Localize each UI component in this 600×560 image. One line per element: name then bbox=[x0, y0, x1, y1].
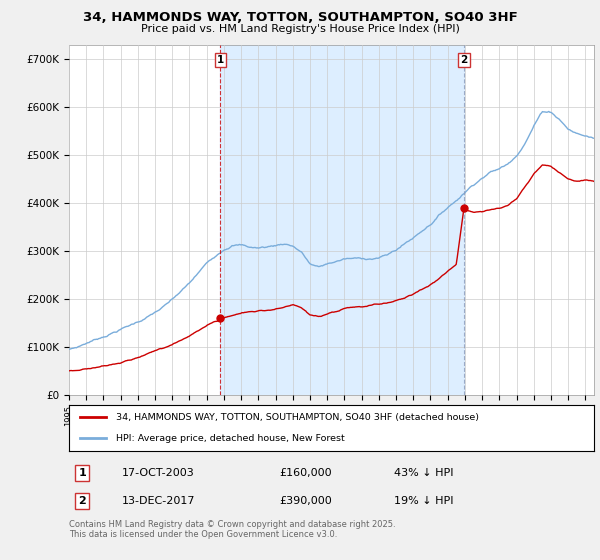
Text: 1: 1 bbox=[78, 468, 86, 478]
Bar bbox=[220, 45, 464, 395]
Text: 2: 2 bbox=[78, 496, 86, 506]
Text: HPI: Average price, detached house, New Forest: HPI: Average price, detached house, New … bbox=[116, 434, 345, 443]
Text: Price paid vs. HM Land Registry's House Price Index (HPI): Price paid vs. HM Land Registry's House … bbox=[140, 24, 460, 34]
Text: 2: 2 bbox=[460, 55, 467, 66]
Text: 43% ↓ HPI: 43% ↓ HPI bbox=[395, 468, 454, 478]
Text: 34, HAMMONDS WAY, TOTTON, SOUTHAMPTON, SO40 3HF (detached house): 34, HAMMONDS WAY, TOTTON, SOUTHAMPTON, S… bbox=[116, 413, 479, 422]
Text: £160,000: £160,000 bbox=[279, 468, 332, 478]
Text: 19% ↓ HPI: 19% ↓ HPI bbox=[395, 496, 454, 506]
Text: £390,000: £390,000 bbox=[279, 496, 332, 506]
Text: 13-DEC-2017: 13-DEC-2017 bbox=[121, 496, 195, 506]
Text: 1: 1 bbox=[217, 55, 224, 66]
Text: 17-OCT-2003: 17-OCT-2003 bbox=[121, 468, 194, 478]
Text: Contains HM Land Registry data © Crown copyright and database right 2025.
This d: Contains HM Land Registry data © Crown c… bbox=[69, 520, 395, 539]
Text: 34, HAMMONDS WAY, TOTTON, SOUTHAMPTON, SO40 3HF: 34, HAMMONDS WAY, TOTTON, SOUTHAMPTON, S… bbox=[83, 11, 517, 24]
